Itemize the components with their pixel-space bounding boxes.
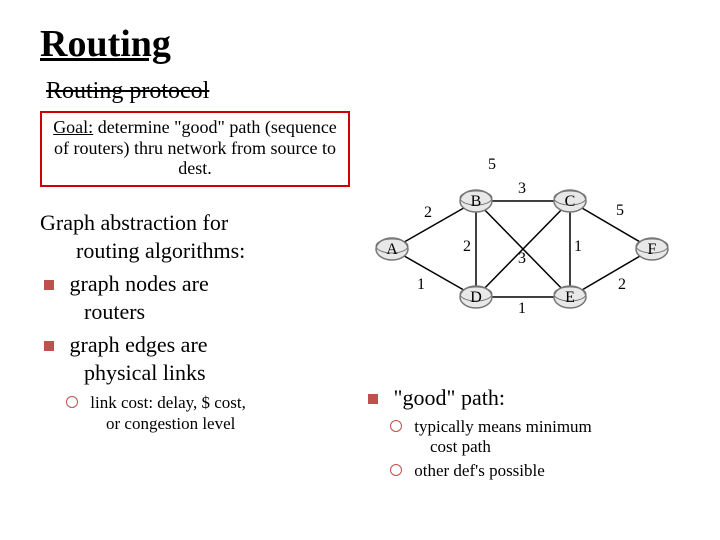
gp-sub2: other def's possible — [410, 461, 704, 481]
edge-weight-D-E: 1 — [518, 300, 526, 317]
node-label-B: B — [471, 193, 482, 210]
gp-sub2-text: other def's possible — [414, 461, 545, 480]
edge-weight-A-B: 2 — [424, 204, 432, 221]
ga-sub-l1: link cost: delay, $ cost, — [90, 393, 246, 412]
extra-label-1: 3 — [518, 250, 526, 267]
ga-line1: Graph abstraction for — [40, 209, 356, 237]
ga-sub: link cost: delay, $ cost, or congestion … — [40, 392, 356, 435]
node-label-E: E — [565, 289, 575, 306]
gp-sub1-l2: cost path — [430, 437, 491, 456]
node-label-D: D — [470, 289, 482, 306]
right-bullets: "good" path: typically means minimum cos… — [364, 379, 704, 485]
goal-word: Goal: — [53, 117, 93, 137]
node-B: B — [460, 190, 492, 212]
ga-b2-l2: physical links — [84, 360, 206, 385]
right-column: 2132151253ABCDEF "good" path: typically … — [364, 189, 680, 439]
node-A: A — [376, 238, 408, 260]
goal-text: determine "good" path (sequence of route… — [54, 117, 337, 178]
graph-abstraction-block: Graph abstraction for routing algorithms… — [40, 209, 356, 435]
ga-b1-l1: graph nodes are — [70, 271, 209, 296]
goal-box: Goal: determine "good" path (sequence of… — [40, 111, 350, 187]
columns: Graph abstraction for routing algorithms… — [40, 189, 680, 439]
node-label-A: A — [386, 241, 398, 258]
ga-b1: graph nodes are routers — [64, 270, 356, 325]
ga-sub1: link cost: delay, $ cost, or congestion … — [86, 392, 356, 435]
node-E: E — [554, 286, 586, 308]
gp-sub1: typically means minimum cost path — [410, 417, 704, 457]
edge-weight-B-C: 3 — [518, 180, 526, 197]
node-D: D — [460, 286, 492, 308]
page-title: Routing — [40, 22, 680, 66]
edge-weight-A-D: 1 — [417, 276, 425, 293]
node-F: F — [636, 238, 668, 260]
gp-sub1-l1: typically means minimum — [414, 417, 592, 436]
left-column: Graph abstraction for routing algorithms… — [40, 189, 364, 439]
node-C: C — [554, 190, 586, 212]
edge-weight-C-F: 5 — [616, 202, 624, 219]
network-graph: 2 1 3 2 1 5 1 2 5 3 A B C D E F — [354, 129, 694, 349]
ga-bullets: graph nodes are routers graph edges are … — [40, 270, 356, 386]
ga-b2-l1: graph edges are — [70, 332, 208, 357]
ga-sub-l2: or congestion level — [106, 414, 235, 433]
good-path-text: "good" path: — [394, 385, 505, 410]
ga-line2: routing algorithms: — [40, 237, 356, 265]
good-path-bullet: "good" path: — [388, 385, 704, 411]
ga-b2: graph edges are physical links — [64, 331, 356, 386]
node-label-F: F — [648, 241, 657, 258]
node-label-C: C — [565, 193, 576, 210]
subtitle-strike: Routing protocol — [46, 78, 680, 105]
extra-label-0: 5 — [488, 156, 496, 173]
ga-b1-l2: routers — [84, 299, 145, 324]
edge-weight-B-D: 2 — [463, 238, 471, 255]
edge-weight-C-E: 1 — [574, 238, 582, 255]
slide: Routing Routing protocol Goal: determine… — [0, 0, 720, 540]
edge-weight-E-F: 2 — [618, 276, 626, 293]
